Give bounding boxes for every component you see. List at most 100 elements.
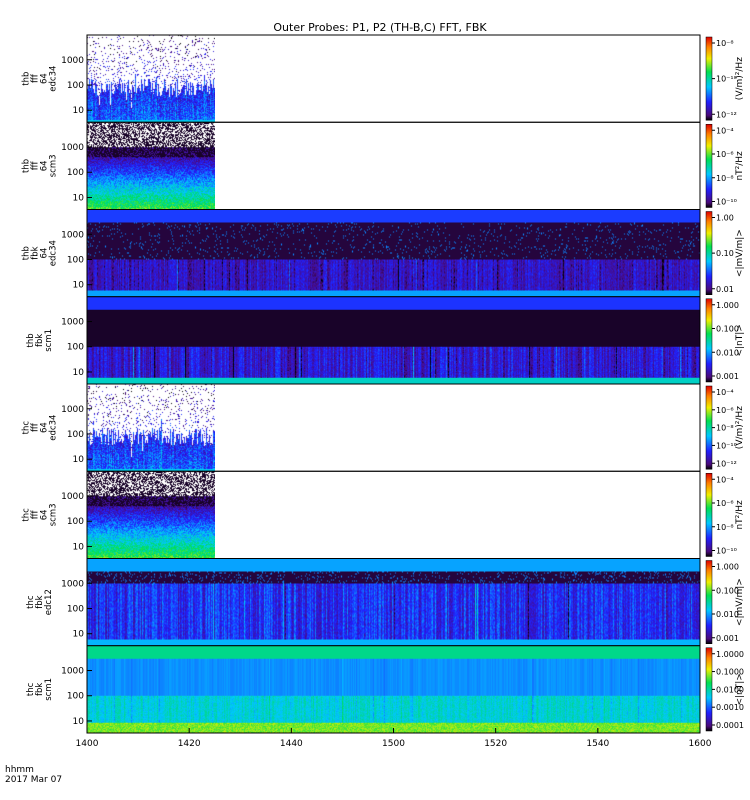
panel-ylabel-line: thb — [22, 72, 32, 86]
colorbar-tick-label: 0.1000 — [716, 668, 744, 677]
panel-ylabel-line: fbk — [35, 595, 45, 608]
colorbar-unit: (V/m)²/Hz — [735, 57, 745, 100]
colorbar — [705, 473, 713, 557]
time-format-label: hhmm — [5, 765, 34, 775]
colorbar-tick-label: 10⁻⁶ — [716, 150, 734, 159]
y-tick-label: 100 — [67, 430, 84, 440]
y-tick-label: 100 — [67, 343, 84, 353]
y-tick-label: 10 — [73, 455, 85, 465]
x-tick-label: 1400 — [76, 739, 99, 749]
colorbar — [705, 560, 713, 644]
panel-ylabel-line: edc34 — [49, 415, 59, 441]
x-tick-label: 1440 — [280, 739, 303, 749]
colorbar-unit: <|mV/m|> — [735, 229, 745, 277]
panel-ylabel-line: fff — [31, 422, 41, 432]
panel-ylabel-line: thb — [22, 246, 32, 260]
colorbar-unit: nT²/Hz — [735, 500, 745, 530]
panel-ylabel-line: thb — [22, 159, 32, 173]
colorbar-tick-label: 10⁻⁸ — [716, 39, 734, 48]
y-tick-label: 10 — [73, 281, 85, 291]
panel-ylabel-line: thc — [22, 508, 32, 522]
spectrogram-image — [87, 35, 215, 122]
colorbar-unit: <|nT|> — [735, 673, 745, 705]
panel-3: 10 100 1000 thb fbk 64 edc34 1.00 0.10 0.01<|mV/m… — [22, 209, 745, 298]
y-tick-label: 10 — [73, 193, 85, 203]
panel-ylabel-line: 64 — [40, 509, 50, 520]
y-tick-label: 10 — [73, 542, 85, 552]
colorbar-tick-label: 10⁻⁸ — [716, 174, 734, 183]
colorbar-tick-label: 1.0000 — [716, 650, 744, 659]
colorbar-tick-label: 10⁻¹² — [716, 110, 737, 119]
colorbar — [705, 36, 713, 121]
colorbar-tick-label: 10⁻¹⁰ — [716, 75, 737, 84]
colorbar-tick-label: 10⁻⁴ — [716, 475, 734, 484]
panel-ylabel-line: fff — [31, 73, 41, 83]
colorbar-tick-label: 10⁻⁴ — [716, 126, 734, 135]
panel-ylabel-line: edc34 — [49, 66, 59, 92]
y-tick-label: 10 — [73, 630, 85, 640]
spectrogram-image — [87, 471, 215, 559]
colorbar — [705, 298, 713, 383]
y-tick-label: 1000 — [61, 405, 84, 415]
chart-title: Outer Probes: P1, P2 (TH-B,C) FFT, FBK — [273, 21, 487, 34]
y-tick-label: 1000 — [61, 143, 84, 153]
x-tick-label: 1420 — [178, 739, 201, 749]
y-tick-label: 100 — [67, 517, 84, 527]
y-tick-label: 1000 — [61, 667, 84, 677]
panel-ylabel-line: thb — [26, 333, 36, 347]
colorbar-tick-label: 0.10 — [716, 249, 734, 258]
panel-ylabel-line: fbk — [35, 683, 45, 696]
panel-ylabel-line: scm3 — [49, 154, 59, 177]
panel-ylabel-line: scm1 — [44, 678, 54, 701]
panel-ylabel-line: scm1 — [44, 329, 54, 352]
colorbar-tick-label: 0.100 — [716, 586, 739, 595]
colorbar-tick-label: 0.0001 — [716, 721, 744, 730]
colorbar — [705, 211, 713, 295]
colorbar-tick-label: 1.000 — [716, 563, 739, 572]
colorbar-tick-label: 0.001 — [716, 634, 739, 643]
panel-ylabel-line: thc — [26, 682, 36, 696]
colorbar — [705, 647, 713, 732]
panel-7: 10 100 1000 thc fbk edc12 1.000 0.100 0.010 0.001… — [26, 558, 745, 647]
spectrogram-image — [87, 209, 700, 297]
colorbar-tick-label: 0.0100 — [716, 685, 744, 694]
colorbar-tick-label: 1.000 — [716, 301, 739, 310]
y-tick-label: 100 — [67, 168, 84, 178]
panel-ylabel-line: thc — [22, 421, 32, 435]
colorbar-tick-label: 0.01 — [716, 285, 734, 294]
panel-5: 10 100 1000 thc fff 64 edc34 10⁻⁴ 10⁻⁶ 10⁻⁸ 10⁻¹⁰ 1… — [22, 383, 745, 472]
colorbar-tick-label: 10⁻¹⁰ — [716, 198, 737, 207]
panel-1: 10 100 1000 thb fff 64 edc34 10⁻⁸ 10⁻¹⁰ 10⁻¹² (V/m… — [22, 34, 745, 123]
spectrogram-image — [87, 384, 215, 471]
x-tick-label: 1500 — [382, 739, 405, 749]
panel-ylabel-line: edc12 — [44, 589, 54, 615]
panel-ylabel-line: edc34 — [49, 240, 59, 266]
colorbar-tick-label: 10⁻⁸ — [716, 523, 734, 532]
spectrogram-image — [87, 558, 700, 646]
colorbar-unit: (V/m)²/Hz — [735, 406, 745, 449]
colorbar-tick-label: 10⁻¹⁰ — [716, 547, 737, 556]
colorbar-tick-label: 0.010 — [716, 610, 739, 619]
colorbar-tick-label: 10⁻⁴ — [716, 388, 734, 397]
panel-ylabel-line: 64 — [40, 160, 50, 171]
colorbar-tick-label: 0.010 — [716, 348, 739, 357]
colorbar-unit: <|mV/m|> — [735, 578, 745, 626]
x-tick-label: 1540 — [586, 739, 609, 749]
spectrogram-image — [87, 645, 700, 733]
y-tick-label: 1000 — [61, 318, 84, 328]
panel-ylabel-line: fff — [31, 509, 41, 519]
y-tick-label: 1000 — [61, 579, 84, 589]
panel-ylabel-line: 64 — [40, 422, 50, 433]
y-tick-label: 10 — [73, 717, 85, 727]
x-tick-label: 1520 — [484, 739, 507, 749]
y-tick-label: 100 — [67, 604, 84, 614]
colorbar — [705, 124, 713, 208]
y-tick-label: 1000 — [61, 56, 84, 66]
x-axis: 1400 1420 1440 1500 1520 1540 1600 — [76, 728, 712, 749]
panel-6: 10 100 1000 thc fff 64 scm3 10⁻⁴ 10⁻⁶ 10⁻⁸ 10⁻¹⁰ nT… — [22, 470, 745, 559]
y-tick-label: 100 — [67, 692, 84, 702]
y-tick-label: 1000 — [61, 492, 84, 502]
panel-2: 10 100 1000 thb fff 64 scm3 10⁻⁴ 10⁻⁶ 10⁻⁸ 10⁻¹⁰ nT… — [22, 121, 745, 210]
